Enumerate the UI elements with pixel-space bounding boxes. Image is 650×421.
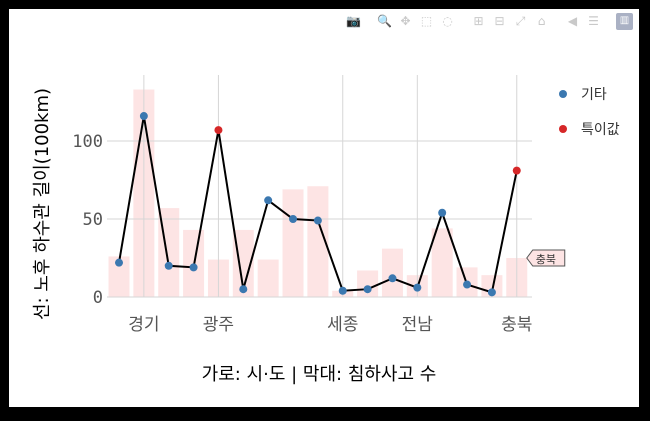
zoom-in-icon[interactable]: ⊞ [473,14,484,28]
legend-label[interactable]: 특이값 [581,122,620,138]
y-tick-label: 100 [72,132,103,152]
x-tick-label: 광주 [203,315,234,335]
hover-text: 충북 [536,253,556,266]
hover-box [526,249,566,267]
outlier-point[interactable] [512,166,521,175]
bar[interactable] [232,229,254,297]
bar[interactable] [257,259,279,297]
hover-closest-icon[interactable]: ◀ [567,14,578,28]
data-point[interactable] [413,283,422,292]
bar[interactable] [307,186,329,297]
data-point[interactable] [239,285,248,294]
x-axis-title: 가로: 시·도 | 막대: 침하사고 수 [202,364,437,385]
zoom-icon[interactable]: 🔍 [377,14,392,28]
data-point[interactable] [164,261,173,270]
outlier-point[interactable] [214,126,223,135]
data-point[interactable] [338,286,347,295]
data-point[interactable] [363,285,372,294]
x-tick-labels: 경기 광주 세종 전남 충북 [128,315,532,335]
modebar: 📷 🔍 ✥ ⬚ ◌ ⊞ ⊟ ⤢ ⌂ ◀ ☰ ▥ [345,11,633,31]
y-tick-labels: 0 50 100 [72,132,103,308]
legend-marker[interactable] [559,125,567,133]
hover-label: 충북 [526,249,566,267]
reset-axes-icon[interactable]: ⌂ [537,14,546,28]
autoscale-icon[interactable]: ⤢ [515,14,526,28]
legend-marker[interactable] [559,90,567,98]
data-point[interactable] [463,280,472,289]
x-tick-label: 세종 [327,315,358,335]
zoom-out-icon[interactable]: ⊟ [494,14,505,28]
points-layer [115,112,521,297]
hover-compare-icon[interactable]: ☰ [588,14,599,28]
x-tick-label: 충북 [501,315,532,335]
data-point[interactable] [487,288,496,297]
y-tick-label: 50 [83,210,103,230]
data-point[interactable] [313,216,322,225]
lasso-select-icon[interactable]: ◌ [442,14,453,28]
x-tick-label: 전남 [402,315,434,335]
data-point[interactable] [438,208,447,217]
plotly-logo-icon[interactable]: ▥ [616,12,633,30]
y-axis-title: 선: 노후 하수관 길이(100km) [32,88,53,320]
box-select-icon[interactable]: ⬚ [420,14,433,28]
data-point[interactable] [289,215,298,223]
legend-label[interactable]: 기타 [581,87,607,103]
bar[interactable] [282,189,304,297]
pan-icon[interactable]: ✥ [400,14,411,28]
grid-layer [107,75,532,298]
data-point[interactable] [264,196,273,205]
data-point[interactable] [388,274,397,283]
bar[interactable] [381,248,403,297]
bar[interactable] [431,228,453,297]
bar[interactable] [108,256,130,297]
data-point[interactable] [139,112,148,121]
x-tick-label: 경기 [128,315,159,335]
camera-icon[interactable]: 📷 [346,14,361,28]
data-point[interactable] [189,263,198,272]
data-point[interactable] [115,258,123,267]
y-tick-label: 0 [93,288,103,308]
